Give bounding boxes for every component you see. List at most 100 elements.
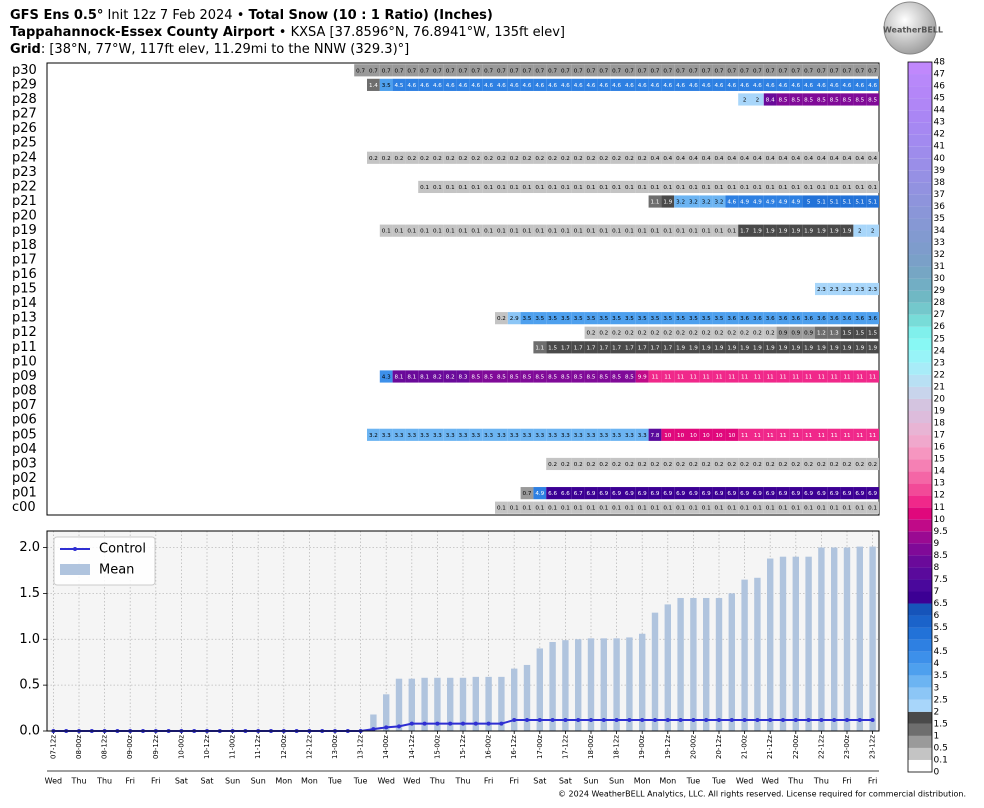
weekday-label: Fri <box>842 777 852 786</box>
colorbar-label: 10 <box>934 515 946 525</box>
cell-label: 0.1 <box>689 185 698 191</box>
cell-label: 3.3 <box>510 433 519 439</box>
bar <box>613 638 620 731</box>
cell <box>725 370 739 383</box>
cell <box>661 64 675 77</box>
cell <box>379 64 393 77</box>
cell-label: 5.1 <box>843 200 852 206</box>
colorbar-label: 4 <box>934 659 940 669</box>
cell-label: 0.1 <box>612 229 621 235</box>
cell <box>712 428 726 441</box>
weekday-label: Tue <box>686 777 701 786</box>
cell-label: 0.7 <box>356 68 365 74</box>
cell-label: 8.5 <box>484 374 493 380</box>
cell <box>367 64 380 77</box>
colorbar-box <box>908 603 932 616</box>
weekday-label: Fri <box>509 777 519 786</box>
cell-label: 6.9 <box>612 491 621 497</box>
cell-label: 0.2 <box>612 462 621 468</box>
cell <box>482 180 495 194</box>
cell <box>623 326 636 339</box>
cell-label: 11 <box>805 374 813 380</box>
cell-label: 0.1 <box>523 229 532 235</box>
cell <box>546 64 559 77</box>
cell <box>597 487 611 500</box>
cell-label: 6.9 <box>651 491 660 497</box>
cell-label: 0.2 <box>561 462 570 468</box>
cell-label: 3.3 <box>561 433 570 439</box>
colorbar-label: 28 <box>934 298 946 308</box>
cell-label: 0.7 <box>804 68 813 74</box>
cell <box>648 195 662 208</box>
cell <box>789 64 803 77</box>
cell <box>482 224 495 237</box>
cell-label: 3.5 <box>599 316 608 322</box>
cell <box>661 224 675 237</box>
cell <box>866 370 879 383</box>
cell-label: 9.9 <box>638 374 647 380</box>
cell <box>853 195 867 208</box>
cell <box>840 341 854 354</box>
cell-label: 0.7 <box>420 68 429 74</box>
cell <box>802 341 815 354</box>
x-tick-label: 10-00z <box>177 735 185 759</box>
cell-label: 0.1 <box>625 506 634 512</box>
cell <box>866 457 879 471</box>
cell <box>840 64 854 77</box>
cell-label: 0.1 <box>638 185 647 191</box>
cell <box>520 180 534 194</box>
cell <box>584 501 598 514</box>
cell-label: 0.2 <box>715 331 724 337</box>
cell <box>840 312 854 325</box>
colorbar-label: 31 <box>934 262 945 272</box>
cell <box>635 64 649 77</box>
member-label: p23 <box>12 165 37 180</box>
point <box>870 717 875 722</box>
cell-label: 1.9 <box>843 229 852 235</box>
cell-label: 0.1 <box>561 229 570 235</box>
cell <box>725 64 739 77</box>
cell <box>418 78 431 91</box>
cell-label: 6.9 <box>791 491 800 497</box>
weekday-label: Thu <box>813 777 829 786</box>
cell-label: 0.7 <box>612 68 621 74</box>
colorbar-label: 34 <box>934 226 946 236</box>
colorbar-label: 36 <box>934 202 946 212</box>
cell-label: 0.2 <box>407 156 416 162</box>
cell <box>584 326 598 339</box>
colorbar-box <box>908 459 932 472</box>
colorbar-box <box>908 290 932 303</box>
cell <box>674 151 687 164</box>
cell-label: 6.9 <box>817 491 826 497</box>
point <box>665 717 670 722</box>
cell <box>751 501 764 514</box>
cell <box>738 501 751 514</box>
cell <box>763 151 777 164</box>
cell <box>571 312 585 325</box>
colorbar-box <box>908 266 932 279</box>
cell <box>725 501 739 514</box>
cell <box>392 224 406 237</box>
cell-label: 0.2 <box>497 156 506 162</box>
cell <box>533 487 547 500</box>
cell <box>405 370 419 383</box>
bar <box>421 677 428 731</box>
cell <box>763 180 777 194</box>
cell-label: 3.3 <box>612 433 621 439</box>
cell <box>751 487 764 500</box>
cell-label: 0.4 <box>663 156 672 162</box>
cell <box>840 151 854 164</box>
cell-label: 6.9 <box>702 491 711 497</box>
colorbar-box <box>908 567 932 580</box>
cell-label: 0.2 <box>395 156 404 162</box>
cell-label: 11 <box>715 374 723 380</box>
member-label: p13 <box>12 311 37 326</box>
cell <box>546 224 559 237</box>
colorbar-box <box>908 278 932 291</box>
cell <box>840 195 854 208</box>
cell-label: 0.2 <box>868 462 877 468</box>
cell <box>815 282 828 296</box>
cell <box>559 501 572 514</box>
cell <box>827 195 841 208</box>
weekday-label: Tue <box>711 777 726 786</box>
